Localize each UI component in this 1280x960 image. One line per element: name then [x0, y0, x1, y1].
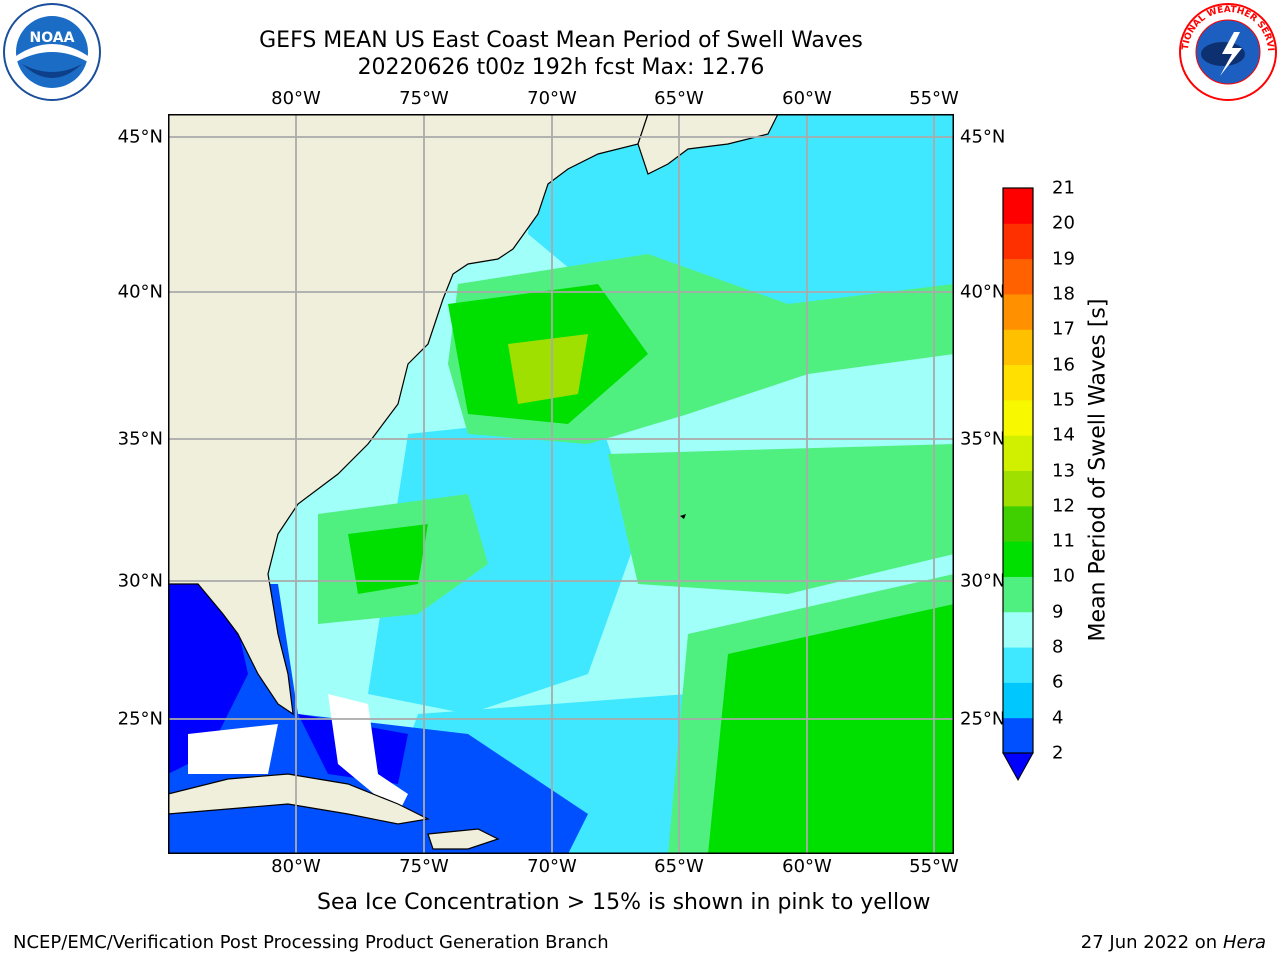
footer-date: 27 Jun 2022 on Hera [1081, 932, 1266, 953]
nws-logo: NATIONAL WEATHER SERVICE [1178, 2, 1277, 101]
lat-label-right-40n: 40°N [960, 281, 1006, 303]
lon-label-bottom-70w: 70°W [527, 856, 577, 877]
colorbar-title: Mean Period of Swell Waves [s] [1085, 298, 1111, 642]
lat-label-right-35n: 35°N [960, 428, 1006, 450]
chart-subtitle: 20220626 t00z 192h fcst Max: 12.76 [357, 55, 765, 80]
lon-label-bottom-75w: 75°W [399, 856, 449, 877]
colorbar-tick-label: 4 [1052, 707, 1064, 729]
footer-credit: NCEP/EMC/Verification Post Processing Pr… [13, 932, 609, 953]
colorbar-segments [1003, 188, 1033, 754]
colorbar-segment [1003, 329, 1033, 366]
lon-label-bottom-60w: 60°W [782, 856, 832, 877]
colorbar-tick-label: 19 [1052, 248, 1075, 270]
lat-label-right-25n: 25°N [960, 708, 1006, 730]
lon-label-top-80w: 80°W [271, 88, 321, 109]
swell-region-central-east [608, 444, 954, 594]
bermuda-island [680, 514, 686, 519]
colorbar-tick-label: 16 [1052, 354, 1075, 376]
colorbar-tick-label: 8 [1052, 636, 1064, 658]
very-low-swell-region [168, 584, 248, 774]
colorbar-tick-label: 6 [1052, 671, 1064, 693]
swell-region-central [368, 414, 638, 714]
colorbar-segment [1003, 258, 1033, 295]
masked-region-bahamas [328, 694, 408, 814]
noaa-logo-text: NOAA [30, 30, 75, 46]
colorbar-tick-label: 9 [1052, 601, 1064, 623]
masked-region [188, 724, 278, 774]
colorbar-tick-label: 11 [1052, 530, 1075, 552]
colorbar-segment [1003, 223, 1033, 260]
colorbar-frame [1002, 187, 1034, 754]
lon-label-top-75w: 75°W [399, 88, 449, 109]
colorbar-segment [1003, 576, 1033, 613]
lon-label-top-55w: 55°W [909, 88, 959, 109]
colorbar [1002, 187, 1034, 782]
colorbar-tick-label: 20 [1052, 212, 1075, 234]
colorbar-tick-label: 10 [1052, 565, 1075, 587]
colorbar-tick-label: 2 [1052, 742, 1064, 764]
map-frame [168, 114, 954, 854]
colorbar-tick-label: 15 [1052, 389, 1075, 411]
lat-label-left-45n: 45°N [117, 126, 163, 148]
nova-scotia-land [637, 114, 779, 175]
colorbar-segment [1003, 364, 1033, 401]
lat-label-left-25n: 25°N [117, 708, 163, 730]
colorbar-segment [1003, 647, 1033, 683]
lon-label-top-65w: 65°W [654, 88, 704, 109]
colorbar-segment [1003, 717, 1033, 754]
map-gridlines [168, 114, 954, 854]
lat-label-left-40n: 40°N [117, 281, 163, 303]
sea-ice-note: Sea Ice Concentration > 15% is shown in … [317, 890, 931, 915]
swell-region-tropical [708, 604, 954, 854]
swell-region-max [508, 334, 588, 404]
lat-label-right-45n: 45°N [960, 126, 1006, 148]
colorbar-tick-label: 18 [1052, 283, 1075, 305]
colorbar-segment [1003, 399, 1033, 436]
colorbar-segment [1003, 470, 1033, 507]
colorbar-tick-label: 21 [1052, 177, 1075, 199]
hispaniola-land [427, 828, 500, 850]
swell-region-peak-south [348, 524, 428, 594]
lon-label-top-60w: 60°W [782, 88, 832, 109]
colorbar-tick-label: 12 [1052, 495, 1075, 517]
lon-label-bottom-65w: 65°W [654, 856, 704, 877]
colorbar-segment [1003, 505, 1033, 542]
colorbar-tick-label: 17 [1052, 318, 1075, 340]
chart-title: GEFS MEAN US East Coast Mean Period of S… [259, 28, 863, 53]
colorbar-segment [1003, 435, 1033, 471]
noaa-logo: NOAA [3, 3, 101, 101]
colorbar-segment [1003, 541, 1033, 577]
lon-label-bottom-55w: 55°W [909, 856, 959, 877]
lat-label-right-30n: 30°N [960, 570, 1006, 592]
colorbar-segment [1003, 611, 1033, 648]
lat-label-left-30n: 30°N [117, 570, 163, 592]
lat-label-left-35n: 35°N [117, 428, 163, 450]
colorbar-segment [1003, 682, 1033, 719]
colorbar-segment [1003, 293, 1033, 330]
lon-label-bottom-80w: 80°W [271, 856, 321, 877]
swell-period-map [168, 114, 954, 854]
colorbar-under-triangle [1002, 752, 1034, 782]
lon-label-top-70w: 70°W [527, 88, 577, 109]
colorbar-tick-label: 13 [1052, 460, 1075, 481]
cuba-land [168, 773, 430, 825]
colorbar-tick-label: 14 [1052, 424, 1075, 446]
colorbar-segment [1003, 188, 1033, 224]
footer-machine: Hera [1222, 932, 1266, 953]
footer-date-text: 27 Jun 2022 on [1080, 932, 1218, 953]
